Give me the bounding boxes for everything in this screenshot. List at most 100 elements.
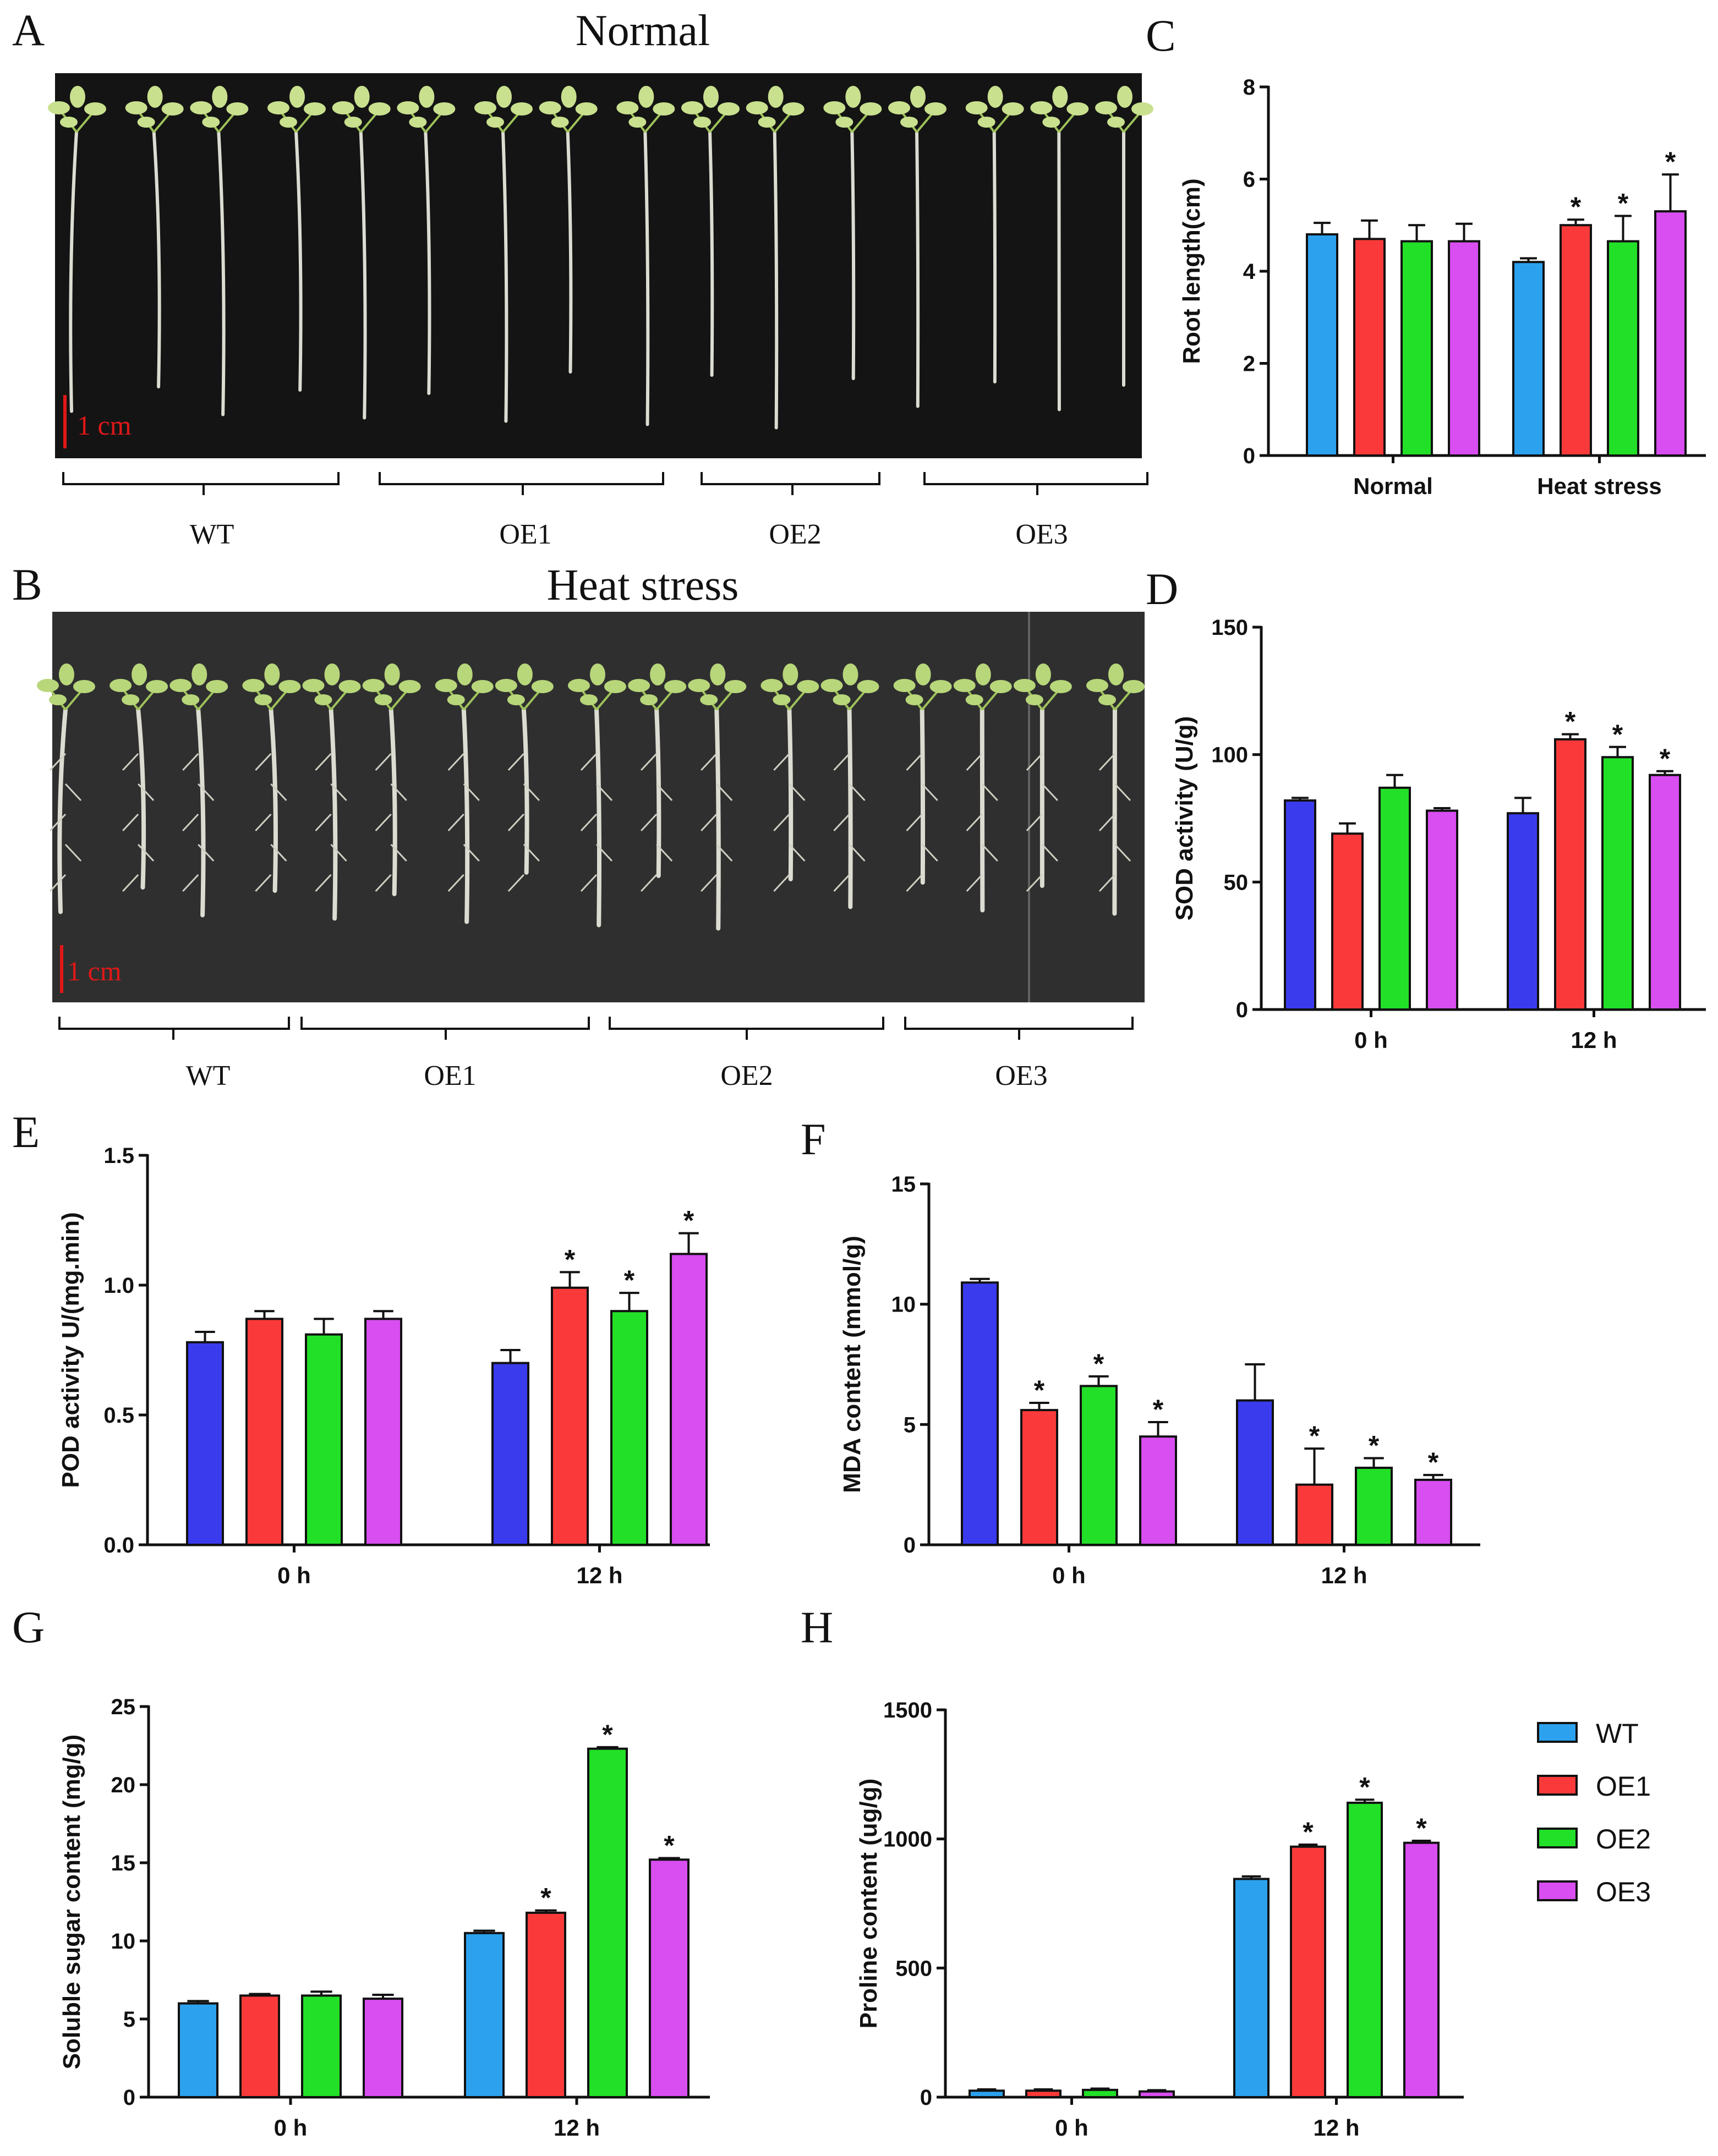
bar-d-oe3-12-h — [1649, 773, 1681, 1011]
y-axis-title-f: MDA content (mmol/g) — [839, 1236, 866, 1493]
significance-mark-f-oe1-0: * — [1034, 1375, 1045, 1406]
legend-swatch-oe1 — [1537, 1775, 1578, 1796]
group-bracket-oe3-heat — [904, 1017, 1134, 1040]
significance-mark-e-oe3-1: * — [683, 1205, 694, 1236]
bar-c-oe1-heat-stress — [1560, 224, 1592, 457]
chart-g: 0 5 10 15 20 25 Soluble sugar content (mg/g) 0 … — [58, 1695, 710, 2141]
bar-c-oe1-normal — [1353, 238, 1386, 457]
x-category-label-h-12-h: 12 h — [1313, 2115, 1359, 2141]
significance-mark-d-oe2-1: * — [1612, 719, 1623, 750]
seedling-heat-stress-16 — [1086, 663, 1145, 916]
significance-mark-h-oe2-1: * — [1359, 1771, 1370, 1802]
significance-mark-f-oe1-1: * — [1309, 1420, 1320, 1451]
bar-d-oe3-0-h — [1426, 809, 1458, 1011]
significance-mark-f-oe3-1: * — [1428, 1447, 1439, 1478]
significance-mark-h-oe3-1: * — [1416, 1813, 1427, 1844]
bar-e-oe1-12-h — [551, 1286, 589, 1546]
bar-e-wt-12-h — [491, 1362, 529, 1546]
bar-g-oe3-0-h — [363, 1998, 403, 2099]
group-label-oe3: OE3 — [1015, 519, 1068, 550]
bar-e-wt-0-h — [186, 1341, 224, 1546]
significance-mark-d-oe1-1: * — [1565, 706, 1576, 737]
x-category-label-e-12-h: 12 h — [576, 1562, 622, 1588]
seedling-normal-3 — [267, 86, 326, 392]
legend-swatch-oe3 — [1537, 1880, 1578, 1901]
significance-mark-e-oe1-1: * — [565, 1244, 576, 1275]
significance-mark-c-oe2-1: * — [1618, 188, 1629, 219]
seedling-heat-stress-8 — [568, 663, 626, 928]
y-tick-label-g-5: 25 — [111, 1695, 136, 1719]
bar-f-oe1-12-h — [1295, 1483, 1333, 1546]
bar-e-oe2-0-h — [305, 1333, 343, 1546]
group-label-wt-heat: WT — [186, 1060, 231, 1091]
seedling-heat-stress-14 — [953, 663, 1012, 913]
bar-d-oe2-12-h — [1601, 756, 1634, 1011]
bar-g-oe3-12-h — [649, 1858, 690, 2099]
x-category-label-g-0-h: 0 h — [274, 2115, 308, 2141]
group-label-oe1: OE1 — [499, 519, 551, 550]
bar-c-oe2-heat-stress — [1607, 240, 1639, 457]
seedlings-heat-stress — [37, 663, 1145, 931]
x-category-label-f-0-h: 0 h — [1052, 1562, 1086, 1588]
y-axis-title-h: Proline content (ug/g) — [855, 1779, 882, 2029]
seedling-normal-12 — [888, 86, 946, 408]
photo-title-normal: Normal — [576, 7, 710, 55]
panel-letter-d: D — [1146, 564, 1178, 614]
seedling-normal-13 — [965, 86, 1024, 383]
x-category-label-d-12-h: 12 h — [1571, 1027, 1617, 1053]
group-label-wt: WT — [190, 519, 234, 550]
x-category-label-c-heat-stress: Heat stress — [1537, 473, 1661, 499]
x-category-label-d-0-h: 0 h — [1354, 1027, 1388, 1053]
group-label-oe2: OE2 — [769, 519, 821, 550]
bar-g-oe1-0-h — [239, 1994, 280, 2098]
x-category-label-e-0-h: 0 h — [277, 1562, 311, 1588]
bar-g-oe2-12-h — [587, 1747, 628, 2098]
y-tick-label-c-0: 0 — [1243, 444, 1255, 468]
seedling-normal-10 — [746, 86, 805, 430]
group-bracket-oe1-heat — [300, 1017, 590, 1040]
bar-g-oe2-0-h — [301, 1994, 342, 2098]
bar-f-oe3-12-h — [1414, 1478, 1452, 1546]
seedling-normal-15 — [1095, 86, 1153, 387]
photo-panel-heat-stress: B Heat stress 1 cm WT OE1 OE2 OE3 — [12, 559, 1145, 1091]
bar-h-wt-12-h — [1233, 1878, 1270, 2098]
chart-e: 0.0 0.5 1.0 1.5 POD activity U/(mg.min) 0 h 12… — [57, 1144, 710, 1588]
bar-e-oe1-0-h — [245, 1318, 283, 1546]
significance-mark-e-oe2-1: * — [624, 1265, 635, 1296]
y-tick-label-h-0: 0 — [920, 2086, 932, 2110]
seedling-heat-stress-12 — [820, 663, 879, 909]
y-axis-title-c: Root length(cm) — [1178, 178, 1205, 364]
group-bracket-oe1 — [379, 472, 664, 495]
y-tick-label-c-3: 6 — [1243, 168, 1255, 192]
seedling-heat-stress-11 — [760, 663, 819, 892]
panel-letter-e: E — [12, 1107, 40, 1157]
bar-d-oe2-0-h — [1378, 786, 1411, 1011]
significance-mark-d-oe3-1: * — [1660, 743, 1671, 774]
seedling-normal-1 — [125, 86, 184, 388]
scale-label-heat-stress: 1 cm — [67, 956, 122, 986]
legend-label-oe3: OE3 — [1596, 1877, 1651, 1907]
significance-mark-h-oe1-1: * — [1303, 1817, 1314, 1847]
bar-c-oe2-normal — [1400, 240, 1433, 457]
bar-h-oe1-12-h — [1290, 1845, 1326, 2098]
group-bracket-oe3 — [923, 472, 1148, 495]
x-category-label-f-12-h: 12 h — [1321, 1562, 1367, 1588]
significance-mark-f-oe3-0: * — [1153, 1394, 1164, 1425]
y-tick-label-g-3: 15 — [111, 1851, 136, 1875]
seedling-normal-5 — [397, 86, 456, 395]
photo-background-normal — [55, 73, 1142, 458]
legend-swatch-wt — [1537, 1722, 1578, 1743]
legend-swatch-oe2 — [1537, 1828, 1578, 1848]
significance-mark-f-oe2-1: * — [1369, 1430, 1380, 1461]
bar-g-wt-0-h — [178, 2002, 218, 2099]
y-tick-label-c-2: 4 — [1243, 260, 1256, 284]
seedling-heat-stress-5 — [362, 663, 421, 896]
bar-g-wt-12-h — [464, 1932, 505, 2099]
seedling-heat-stress-13 — [893, 663, 952, 892]
significance-mark-c-oe3-1: * — [1665, 146, 1676, 177]
group-bracket-wt-heat — [58, 1017, 290, 1040]
seedling-normal-14 — [1030, 86, 1089, 412]
bar-e-oe3-12-h — [670, 1253, 708, 1546]
seedling-heat-stress-4 — [302, 663, 361, 921]
seedling-heat-stress-0 — [37, 663, 95, 914]
